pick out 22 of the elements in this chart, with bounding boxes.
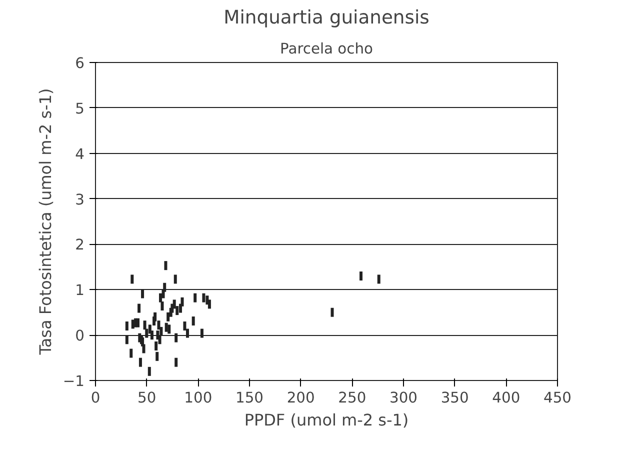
y-tick-label: −1 bbox=[62, 373, 85, 390]
x-axis-title: PPDF (umol m-2 s-1) bbox=[244, 410, 409, 430]
y-tick-label: 0 bbox=[75, 328, 85, 345]
x-tick-label: 200 bbox=[286, 390, 315, 406]
x-tick-label: 50 bbox=[138, 390, 156, 406]
x-tick-label: 450 bbox=[544, 390, 572, 406]
x-tick-label: 0 bbox=[90, 390, 100, 406]
x-tick-label: 400 bbox=[492, 390, 520, 406]
chart-subtitle: Parcela ocho bbox=[280, 40, 373, 58]
x-tick-label: 300 bbox=[390, 390, 418, 406]
y-tick-label: 3 bbox=[75, 191, 85, 208]
chart-title: Minquartia guianensis bbox=[224, 8, 430, 28]
y-tick-label: 1 bbox=[75, 282, 85, 300]
x-tick-label: 150 bbox=[236, 390, 264, 406]
y-tick-label: 6 bbox=[75, 55, 85, 72]
x-tick-label: 100 bbox=[184, 390, 212, 406]
x-tick-label: 350 bbox=[440, 390, 469, 406]
y-tick-label: 4 bbox=[75, 146, 85, 163]
x-tick-label: 250 bbox=[338, 390, 366, 406]
y-tick-label: 5 bbox=[75, 100, 85, 118]
y-axis-title: Tasa Fotosintetica (umol m-2 s-1) bbox=[36, 88, 55, 356]
y-tick-label: 2 bbox=[75, 236, 85, 254]
